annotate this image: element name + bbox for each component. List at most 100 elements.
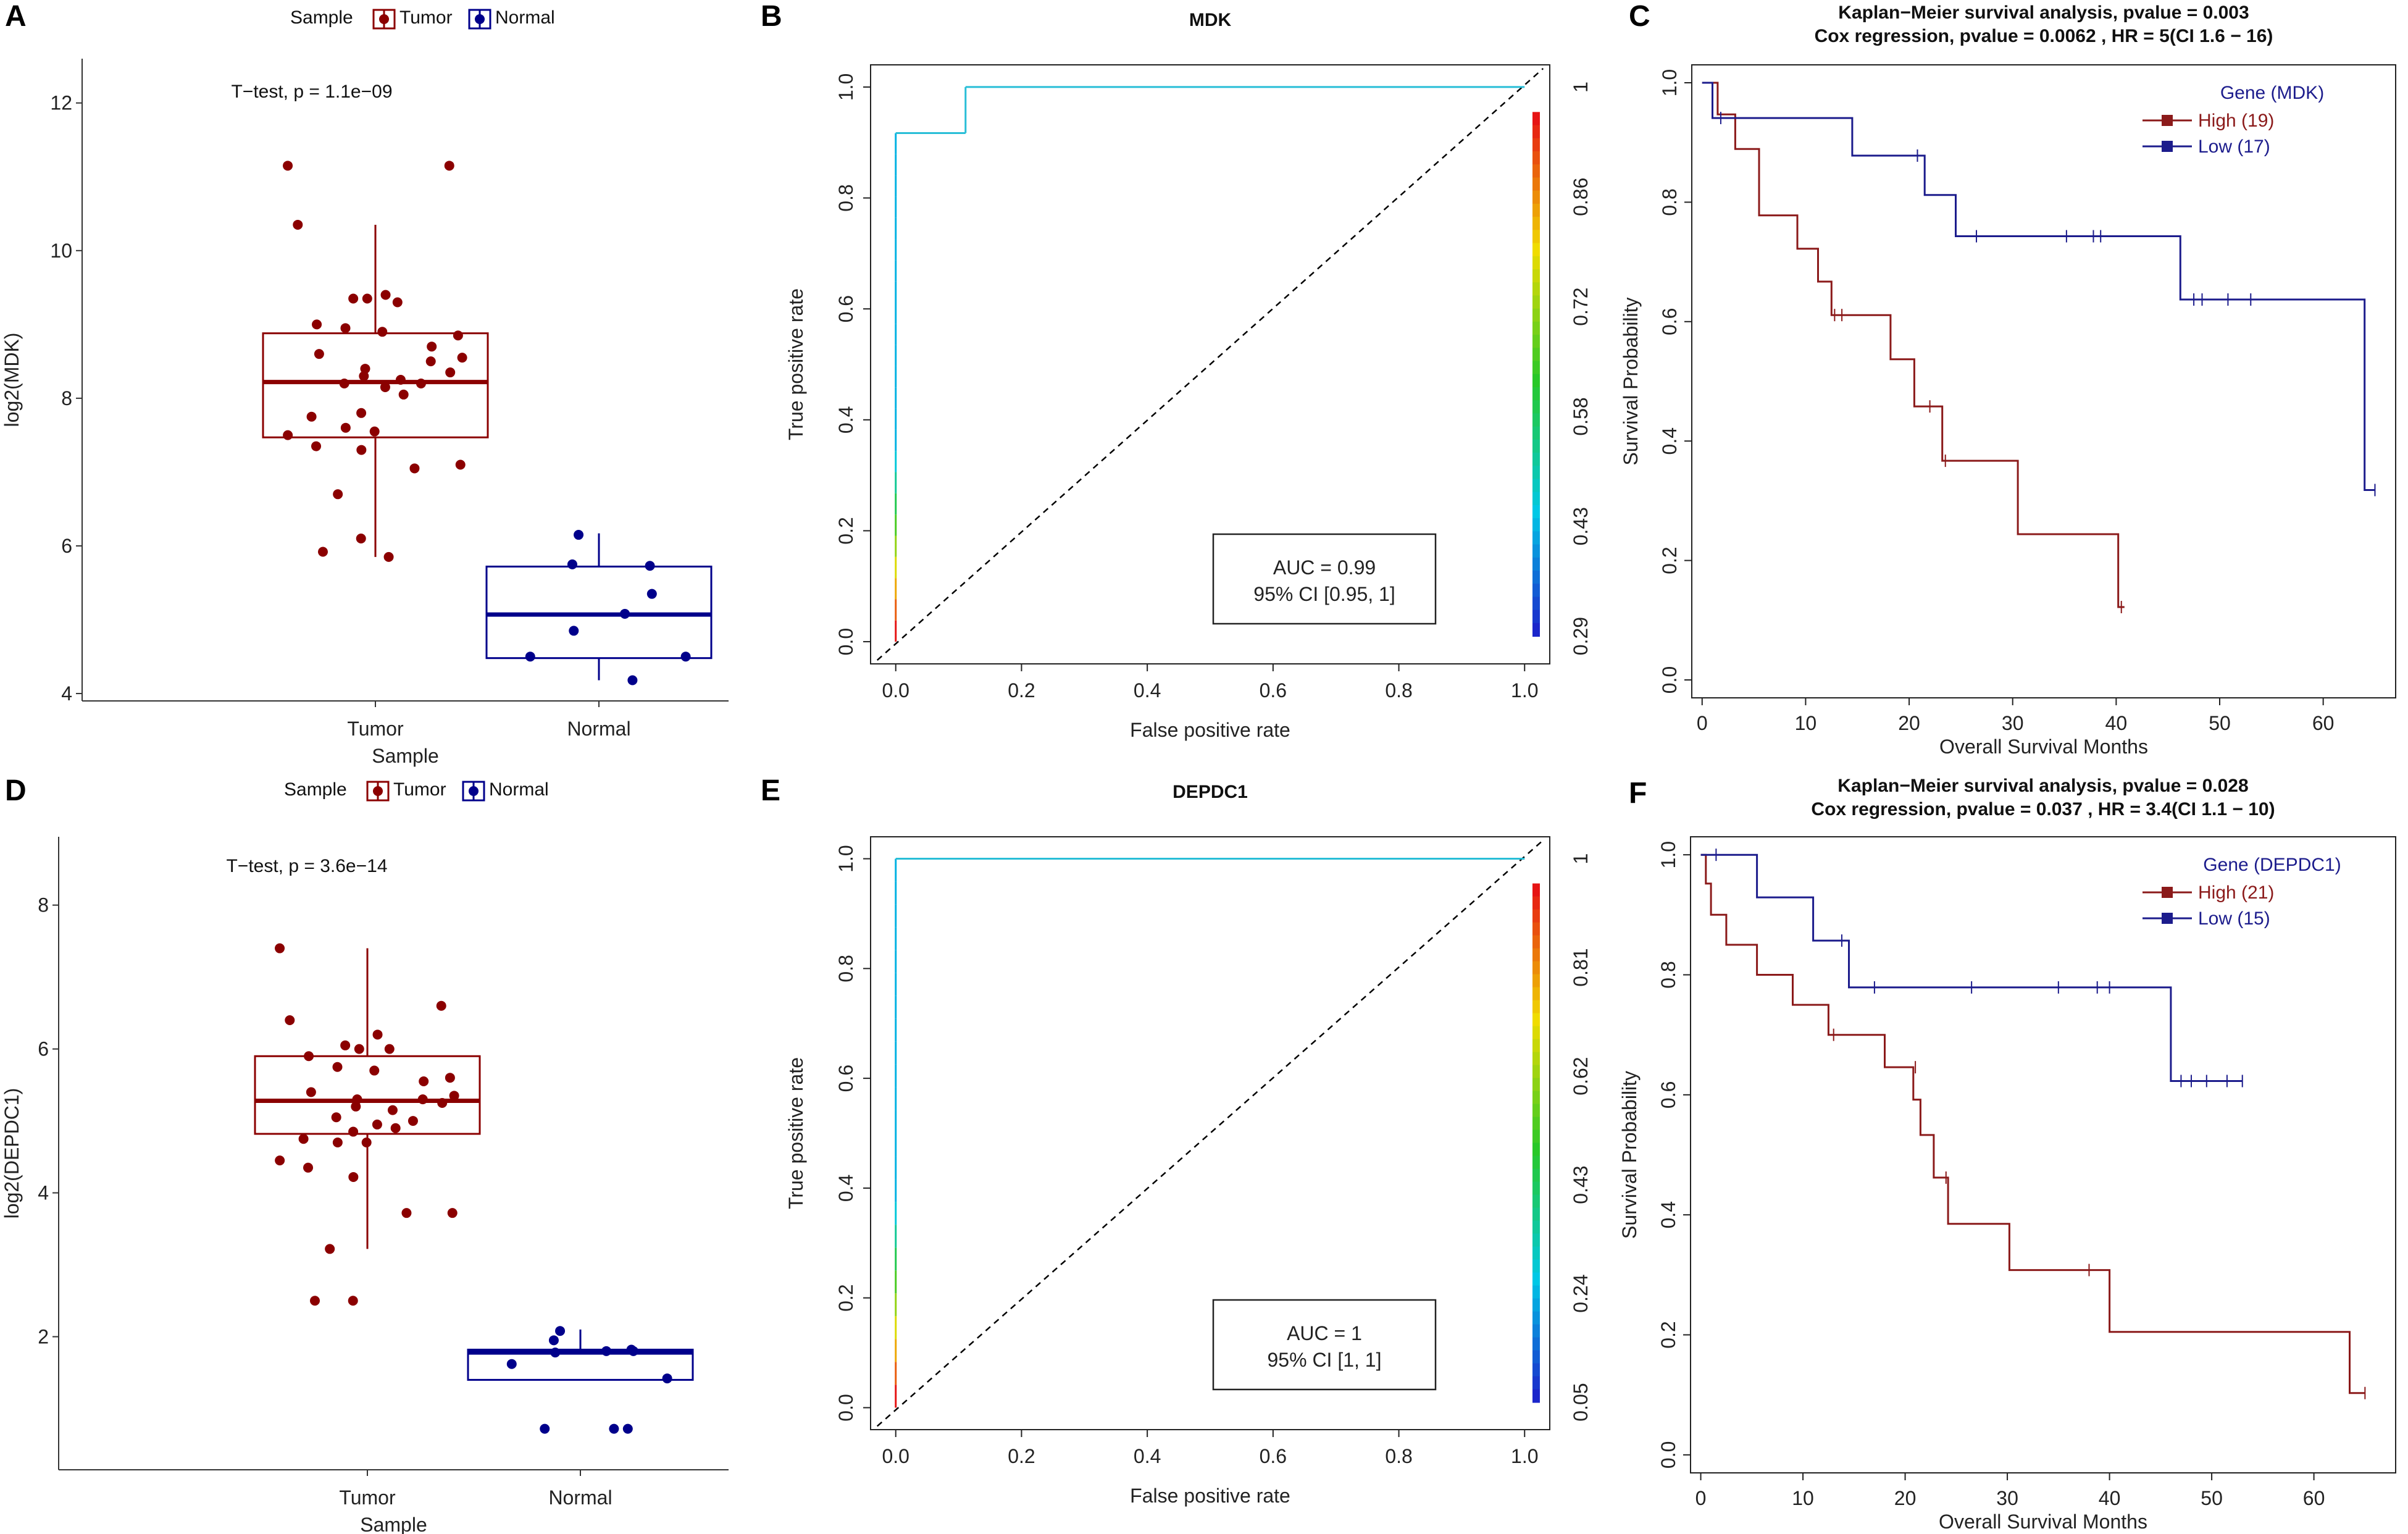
survival-curve-high bbox=[1702, 82, 2125, 608]
y-axis-label: log2(MDK) bbox=[1, 333, 23, 427]
colorbar-segment bbox=[1532, 948, 1540, 962]
colorbar-segment bbox=[1532, 1117, 1540, 1131]
data-point bbox=[662, 1373, 672, 1384]
x-axis-label: Overall Survival Months bbox=[1939, 1511, 2147, 1533]
y-tick-label: 0.6 bbox=[835, 1065, 857, 1092]
data-point bbox=[436, 1000, 446, 1011]
data-point bbox=[333, 489, 343, 500]
colorbar-segment bbox=[1532, 295, 1540, 309]
iqr-box bbox=[467, 1348, 694, 1381]
colorbar-segment bbox=[1532, 1104, 1540, 1118]
data-point bbox=[332, 1138, 343, 1148]
data-point bbox=[569, 626, 579, 636]
data-point bbox=[419, 1076, 429, 1087]
data-point bbox=[548, 1335, 559, 1346]
ci-label: 95% CI [0.95, 1] bbox=[1253, 583, 1395, 605]
data-point bbox=[348, 1126, 359, 1137]
data-point bbox=[369, 426, 380, 437]
colorbar-label: 1 bbox=[1570, 853, 1592, 865]
data-point bbox=[312, 319, 322, 330]
colorbar-segment bbox=[1532, 1142, 1540, 1157]
data-point bbox=[311, 441, 322, 451]
y-tick-label: 2 bbox=[38, 1326, 49, 1348]
data-point bbox=[401, 1208, 412, 1218]
colorbar-segment bbox=[1532, 177, 1540, 191]
y-axis-label: Survival Probability bbox=[1618, 1071, 1641, 1239]
data-point bbox=[332, 1062, 343, 1072]
km-title-line1: Kaplan−Meier survival analysis, pvalue =… bbox=[1838, 2, 2249, 23]
y-tick-label: 1.0 bbox=[1658, 69, 1681, 96]
data-point bbox=[306, 411, 317, 422]
data-point bbox=[356, 445, 367, 455]
x-axis-label: False positive rate bbox=[1130, 1485, 1290, 1507]
data-point bbox=[609, 1423, 619, 1434]
colorbar-segment bbox=[1532, 256, 1540, 270]
y-tick-label: 0.4 bbox=[835, 406, 857, 434]
ttest-annotation: T−test, p = 3.6e−14 bbox=[226, 856, 387, 876]
data-point bbox=[309, 1296, 320, 1306]
data-point bbox=[392, 297, 403, 308]
km-title-line2: Cox regression, pvalue = 0.0062 , HR = 5… bbox=[1815, 26, 2273, 46]
panel-A: A Sample Tumor Normal 4 6 8 10 12 log2(MDK) Sample… bbox=[1, 0, 729, 767]
data-point bbox=[540, 1423, 550, 1434]
data-point bbox=[395, 375, 406, 385]
data-point bbox=[369, 1065, 380, 1076]
legend-title: Gene (DEPDC1) bbox=[2203, 855, 2341, 875]
y-tick-label: 0.6 bbox=[835, 295, 857, 322]
data-point bbox=[348, 1296, 358, 1306]
colorbar-segment bbox=[1532, 1078, 1540, 1092]
data-point bbox=[445, 1073, 455, 1083]
colorbar-segment bbox=[1532, 1376, 1540, 1390]
legend-entry: Low (17) bbox=[2198, 136, 2270, 157]
colorbar-segment bbox=[1532, 557, 1540, 571]
panel-label: E bbox=[761, 774, 780, 807]
data-point bbox=[416, 378, 426, 388]
legend-key-dot bbox=[379, 14, 389, 24]
auc-box bbox=[1212, 1299, 1437, 1391]
colorbar-segment bbox=[1532, 1013, 1540, 1027]
colorbar-segment bbox=[1532, 1065, 1540, 1079]
colorbar-segment bbox=[1532, 492, 1540, 506]
y-tick-label: 12 bbox=[50, 92, 72, 114]
data-point bbox=[455, 459, 466, 470]
data-point bbox=[620, 608, 630, 619]
data-point bbox=[646, 589, 657, 599]
colorbar-segment bbox=[1532, 361, 1540, 375]
data-point bbox=[567, 559, 577, 569]
panel-label: F bbox=[1629, 777, 1647, 810]
colorbar-label: 0.58 bbox=[1570, 397, 1592, 435]
data-point bbox=[372, 1119, 382, 1130]
colorbar-segment bbox=[1532, 479, 1540, 493]
x-tick-label: 40 bbox=[2099, 1487, 2121, 1509]
plot-frame bbox=[1691, 64, 2396, 698]
data-point bbox=[348, 293, 359, 304]
x-tick-label: 0.8 bbox=[1385, 1445, 1412, 1467]
colorbar-segment bbox=[1532, 987, 1540, 1001]
y-axis-label: True positive rate bbox=[785, 288, 807, 440]
y-tick-label: 0.0 bbox=[835, 1394, 857, 1421]
colorbar-segment bbox=[1532, 164, 1540, 178]
legend-entry: Low (15) bbox=[2198, 908, 2270, 929]
panel-C: C Kaplan−Meier survival analysis, pvalue … bbox=[1620, 0, 2396, 758]
data-point bbox=[525, 652, 535, 662]
colorbar-segment bbox=[1532, 413, 1540, 427]
colorbar-segment bbox=[1532, 125, 1540, 139]
colorbar-segment bbox=[1532, 1168, 1540, 1183]
plot-frame bbox=[1690, 836, 2396, 1473]
legend-title: Sample bbox=[290, 7, 353, 28]
colorbar-segment bbox=[1532, 531, 1540, 545]
colorbar-segment bbox=[1532, 282, 1540, 296]
colorbar-segment bbox=[1532, 1026, 1540, 1040]
x-tick-label: Tumor bbox=[339, 1486, 396, 1509]
colorbar-segment bbox=[1532, 896, 1540, 910]
colorbar-segment bbox=[1532, 387, 1540, 401]
box-normal: Normal bbox=[467, 1326, 694, 1509]
colorbar-segment bbox=[1532, 335, 1540, 349]
x-tick-label: 60 bbox=[2312, 712, 2335, 734]
y-tick-label: 0.4 bbox=[835, 1175, 857, 1202]
box-tumor: Tumor bbox=[254, 943, 481, 1509]
colorbar-segment bbox=[1532, 584, 1540, 598]
colorbar-segment bbox=[1532, 190, 1540, 204]
data-point bbox=[383, 551, 394, 562]
